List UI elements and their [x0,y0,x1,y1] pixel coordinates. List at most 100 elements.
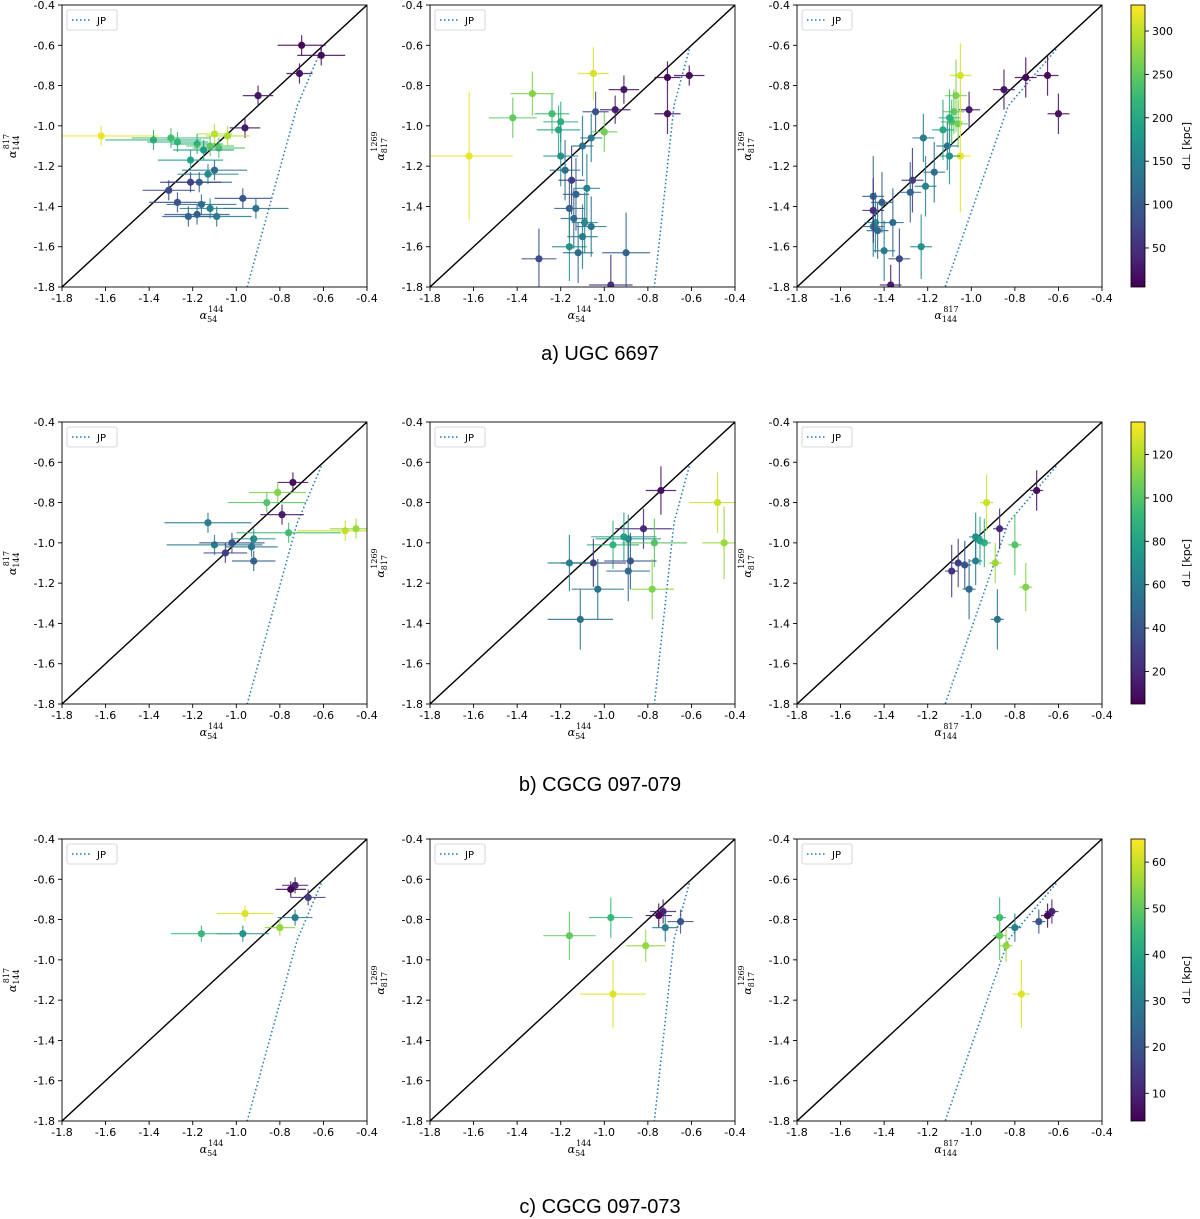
y-tick-label: -0.8 [402,497,423,510]
x-tick-label: -1.4 [138,1126,159,1139]
x-tick-label: -1.8 [419,292,440,305]
y-tick-label: -1.4 [34,617,55,630]
data-point [657,486,665,495]
y-tick-label: -1.4 [769,617,790,630]
data-point-group [1036,55,1059,96]
data-point-group [571,115,594,177]
data-point-group [227,492,306,513]
y-tick-label: -1.8 [769,281,790,294]
identity-line [797,422,1102,704]
data-point [663,110,672,118]
x-tick-label: -0.4 [1091,709,1112,722]
y-tick-label: -0.4 [402,0,423,12]
data-point-group [534,93,570,134]
data-point-group [1032,909,1046,934]
y-axis-label: α8171269 [737,131,756,160]
colorbar-tick-label: 200 [1152,112,1173,125]
legend-label: JP [96,850,106,861]
caption-b: b) CGCG 097-079 [519,774,681,796]
data-point [972,557,980,565]
y-tick-label: -1.6 [402,241,423,254]
data-point-group [275,881,306,898]
data-point-group [910,214,933,279]
data-point-group [580,959,646,1029]
data-point [570,214,578,223]
data-point [609,990,617,998]
y-tick-label: -1.0 [402,954,423,967]
x-tick-label: -1.6 [830,292,851,305]
x-tick-label: -1.0 [594,709,615,722]
data-point [620,86,628,94]
data-point [591,108,600,116]
data-point [1043,71,1052,80]
data-point [1033,486,1041,495]
y-tick-label: -1.2 [769,160,790,173]
data-point [611,106,619,114]
y-tick-label: -0.6 [769,39,790,52]
y-tick-label: -0.4 [34,416,55,429]
x-tick-label: -1.4 [506,709,527,722]
x-tick-label: -1.0 [961,292,982,305]
data-point [917,243,925,251]
data-point-group [1019,563,1033,612]
data-point-group [602,212,651,287]
y-tick-label: -0.8 [769,914,790,927]
data-point [239,194,247,202]
y-tick-label: -1.2 [34,577,55,590]
data-point [982,498,991,507]
data-point [247,543,256,551]
y-tick-label: -1.8 [769,698,790,711]
y-tick-label: -1.4 [402,1034,423,1047]
x-tick-label: -0.6 [313,1126,334,1139]
data-point-group [962,558,976,620]
data-point-group [589,897,633,938]
y-tick-label: -1.6 [34,658,55,671]
x-tick-label: -0.6 [1048,709,1069,722]
x-tick-label: -1.4 [873,709,894,722]
y-tick-label: -0.4 [402,416,423,429]
data-point [250,557,258,565]
colorbar-bar [1130,838,1146,1122]
x-tick-label: -1.0 [961,1126,982,1139]
data-point [965,585,973,593]
y-tick-label: -1.8 [402,698,423,711]
axes-frame [61,421,368,705]
x-tick-label: -0.6 [1048,292,1069,305]
data-point [509,114,517,122]
data-point [956,71,964,80]
data-point [535,255,543,263]
panel-row3-col1: -1.8 -1.6 -1.4 -1.2 -1.0 -0.8 -0.6 -0.4 -0.4 -0.6… [2,833,378,1158]
data-point [465,152,473,160]
x-tick-label: -0.8 [1004,709,1025,722]
data-point-group [866,202,889,259]
x-tick-label: -1.2 [550,292,571,305]
y-tick-label: -0.6 [34,39,55,52]
y-tick-label: -0.6 [402,873,423,886]
data-point [642,942,650,950]
data-point [97,132,105,140]
data-point [939,126,947,134]
data-point [878,198,886,206]
data-point [650,539,658,547]
data-point-group [521,228,557,287]
data-point [165,186,173,194]
x-tick-label: -0.8 [269,1126,290,1139]
data-point-group [562,222,594,283]
y-tick-label: -0.4 [402,833,423,846]
data-point [996,932,1004,940]
x-tick-label: -0.6 [681,1126,702,1139]
colorbar-tick-label: 10 [1152,1087,1166,1100]
x-axis-label: α144817 [934,1139,958,1158]
colorbar-tick-label: 300 [1152,25,1173,38]
y-tick-label: -1.4 [34,200,55,213]
data-point-group [914,156,937,217]
y-tick-label: -1.4 [34,1034,55,1047]
data-point-group [993,508,1007,549]
y-tick-label: -0.4 [34,0,55,12]
data-point-group [277,35,326,56]
identity-line [62,839,367,1121]
data-point-group [177,164,239,185]
x-tick-label: -0.4 [1091,1126,1112,1139]
axes-frame [61,4,368,288]
colorbar: 10 20 30 40 50 60 d⊥ [kpc] [1130,838,1193,1122]
